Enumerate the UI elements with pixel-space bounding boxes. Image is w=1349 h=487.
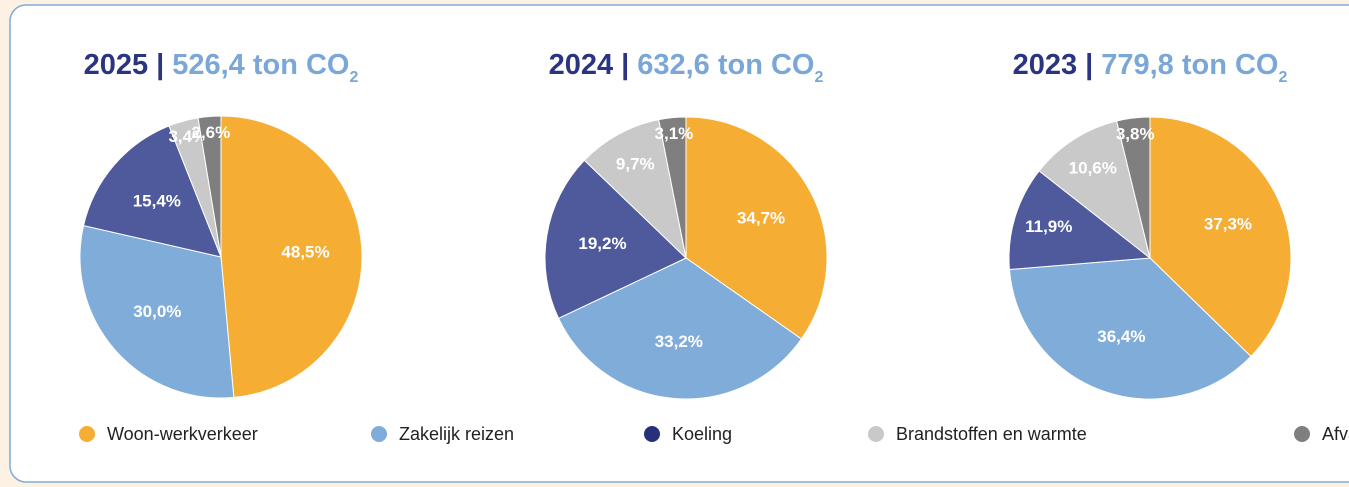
pie-slice [82,125,222,258]
title-separator: | [621,49,629,81]
pie-slice [197,115,222,258]
data-label: 37,3% [1204,215,1252,234]
title-year: 2024 [549,49,614,81]
pie-slice [220,115,363,398]
legend-swatch [79,426,95,442]
title-separator: | [1085,49,1093,81]
title-separator: | [156,49,164,81]
data-label: 10,6% [1069,159,1117,178]
title-sub: 2 [1279,69,1288,86]
pie-slice [79,224,235,399]
legend-label: Koeling [672,424,732,444]
legend-swatch [644,426,660,442]
legend-swatch [371,426,387,442]
pie-slice [685,116,828,340]
title-year: 2023 [1013,49,1078,81]
title-amount: 779,8 ton CO [1101,49,1278,81]
data-label: 36,4% [1097,327,1145,346]
pie-slice [1116,116,1151,259]
data-label: 34,7% [737,208,785,227]
legend-swatch [868,426,884,442]
data-label: 3,1% [655,124,694,143]
pie-slice [1008,257,1252,400]
chart-title: 2025 | 526,4 ton CO2 [84,49,359,87]
title-amount: 632,6 ton CO [637,49,814,81]
title-sub: 2 [350,69,359,86]
chart-title: 2023 | 779,8 ton CO2 [1013,49,1288,87]
pie-slice [544,159,687,319]
pie-slice [1149,116,1292,358]
data-label: 19,2% [578,234,626,253]
data-label: 15,4% [133,191,181,210]
legend-label: Woon-werkverkeer [107,424,258,444]
data-label: 3,8% [1116,124,1155,143]
data-label: 3,4% [168,127,207,146]
data-label: 2,6% [191,123,230,142]
legend-label: Zakelijk reizen [399,424,514,444]
pie-slice [1038,120,1151,260]
title-year: 2025 [84,49,149,81]
data-label: 30,0% [133,302,181,321]
data-label: 33,2% [655,332,703,351]
pie-slice [583,119,687,260]
data-label: 11,9% [1025,217,1072,236]
pie-slice [1008,170,1152,271]
data-label: 9,7% [616,155,655,174]
legend-label: Brandstoffen en warmte [896,424,1087,444]
legend-label: Afval [1322,424,1349,444]
legend-swatch [1294,426,1310,442]
pie-slice [557,257,803,400]
chart-title: 2024 | 632,6 ton CO2 [549,49,824,87]
title-sub: 2 [815,69,824,86]
title-amount: 526,4 ton CO [172,49,349,81]
pie-slice [658,116,687,259]
data-label: 48,5% [281,243,329,262]
